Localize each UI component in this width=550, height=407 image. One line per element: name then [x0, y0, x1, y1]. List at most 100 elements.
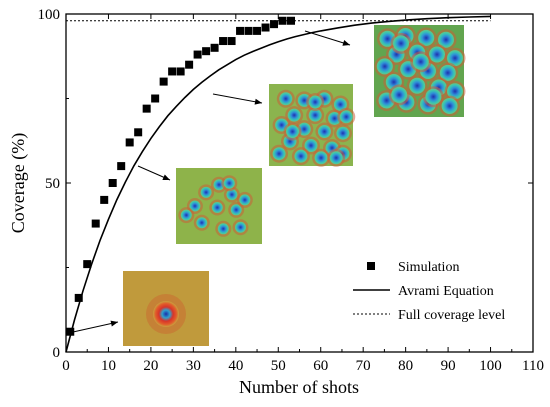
simulation-point [91, 219, 100, 228]
x-tick-label: 40 [228, 358, 243, 374]
simulation-point [244, 26, 253, 35]
y-tick-label: 100 [38, 7, 61, 23]
inset-crater [196, 217, 208, 229]
legend-simulation-marker [367, 262, 375, 270]
inset-crater [223, 177, 235, 189]
axes-layer: 0 10 20 30 40 50 60 70 80 90 100 110 0 50 100 [38, 7, 544, 374]
simulation-point [176, 67, 185, 76]
simulation-point [83, 260, 92, 269]
x-tick-label: 20 [143, 358, 158, 374]
inset-crater [391, 86, 408, 103]
inset-crater [393, 35, 409, 52]
simulation-point [210, 43, 219, 52]
simulation-point [219, 37, 228, 46]
inset-crater [418, 29, 435, 46]
inset-crater [308, 95, 322, 109]
legend-simulation-label: Simulation [398, 260, 459, 275]
simulation-point [66, 327, 75, 336]
inset-crater [314, 151, 328, 165]
x-tick-label: 110 [522, 358, 544, 374]
x-tick-label: 70 [356, 358, 371, 374]
inset-crater [235, 221, 246, 233]
simulation-point [74, 293, 83, 302]
x-tick-label: 10 [101, 358, 116, 374]
simulation-point [142, 104, 151, 113]
inset-crater [429, 46, 445, 63]
inset-crater [439, 64, 456, 81]
inset-13-arrow-head [162, 174, 170, 180]
inset-crater [308, 108, 322, 122]
inset-crater [286, 125, 300, 139]
simulation-point [261, 23, 270, 32]
inset-crater [153, 301, 179, 327]
simulation-point [134, 128, 143, 137]
x-tick-label: 60 [313, 358, 328, 374]
simulation-point [125, 138, 134, 147]
inset-crater [336, 126, 350, 140]
legend-full-coverage-label: Full coverage level [398, 308, 505, 323]
y-tick-label: 0 [53, 345, 61, 361]
inset-crater [447, 83, 463, 100]
inset-1-shot [123, 271, 209, 346]
inset-crater [180, 209, 192, 221]
inset-crater [211, 202, 223, 214]
inset-crater [217, 223, 229, 235]
inset-1-arrow [72, 321, 119, 333]
inset-crater [226, 189, 238, 201]
simulation-point [193, 50, 202, 59]
inset-crater [272, 147, 286, 161]
inset-crater [279, 92, 293, 106]
simulation-point [227, 37, 236, 46]
inset-27-arrow [212, 93, 263, 104]
x-tick-label: 90 [441, 358, 456, 374]
inset-crater [294, 149, 308, 163]
simulation-point [117, 162, 126, 171]
inset-50-arrow-head [342, 40, 350, 46]
inset-crater [189, 200, 201, 212]
x-axis-title: Number of shots [239, 377, 359, 397]
inset-crater [438, 31, 454, 48]
simulation-point [100, 195, 109, 204]
inset-crater [441, 97, 458, 114]
inset-crater [409, 77, 426, 94]
simulation-point [159, 77, 168, 86]
legend-avrami-label: Avrami Equation [398, 284, 494, 299]
inset-crater [317, 125, 331, 139]
inset-crater [447, 50, 463, 67]
inset-50-shots [374, 25, 466, 117]
inset-1-arrow-head [110, 320, 118, 327]
inset-crater [200, 186, 212, 198]
inset-27-arrow-head [254, 98, 262, 105]
x-tick-label: 30 [186, 358, 201, 374]
inset-crater [412, 53, 429, 70]
x-tick-label: 0 [62, 358, 70, 374]
simulation-point [287, 16, 296, 25]
inset-27-shots [269, 84, 356, 167]
x-tick-label: 80 [398, 358, 413, 374]
inset-13-shots [176, 168, 262, 244]
simulation-point [202, 47, 211, 56]
avrami-curve [65, 15, 491, 353]
inset-crater [239, 194, 251, 206]
inset-crater [376, 58, 393, 75]
y-tick-label: 50 [45, 176, 60, 192]
simulation-point [253, 26, 262, 35]
series-layer [65, 15, 491, 353]
inset-crater [304, 139, 318, 152]
x-tick-label: 100 [479, 358, 502, 374]
simulation-point [278, 16, 287, 25]
simulation-point [108, 179, 117, 187]
inset-crater [425, 88, 442, 105]
simulation-point [270, 20, 279, 29]
simulation-point [185, 60, 194, 69]
inset-crater [287, 108, 301, 122]
y-axis-title: Coverage (%) [8, 133, 29, 233]
x-tick-label: 50 [271, 358, 286, 374]
legend: Simulation Avrami Equation Full coverage… [353, 260, 505, 323]
insets-layer [72, 25, 466, 346]
simulation-point [168, 67, 177, 76]
inset-crater [333, 98, 347, 111]
simulation-point [236, 26, 245, 35]
simulation-point [151, 94, 160, 103]
